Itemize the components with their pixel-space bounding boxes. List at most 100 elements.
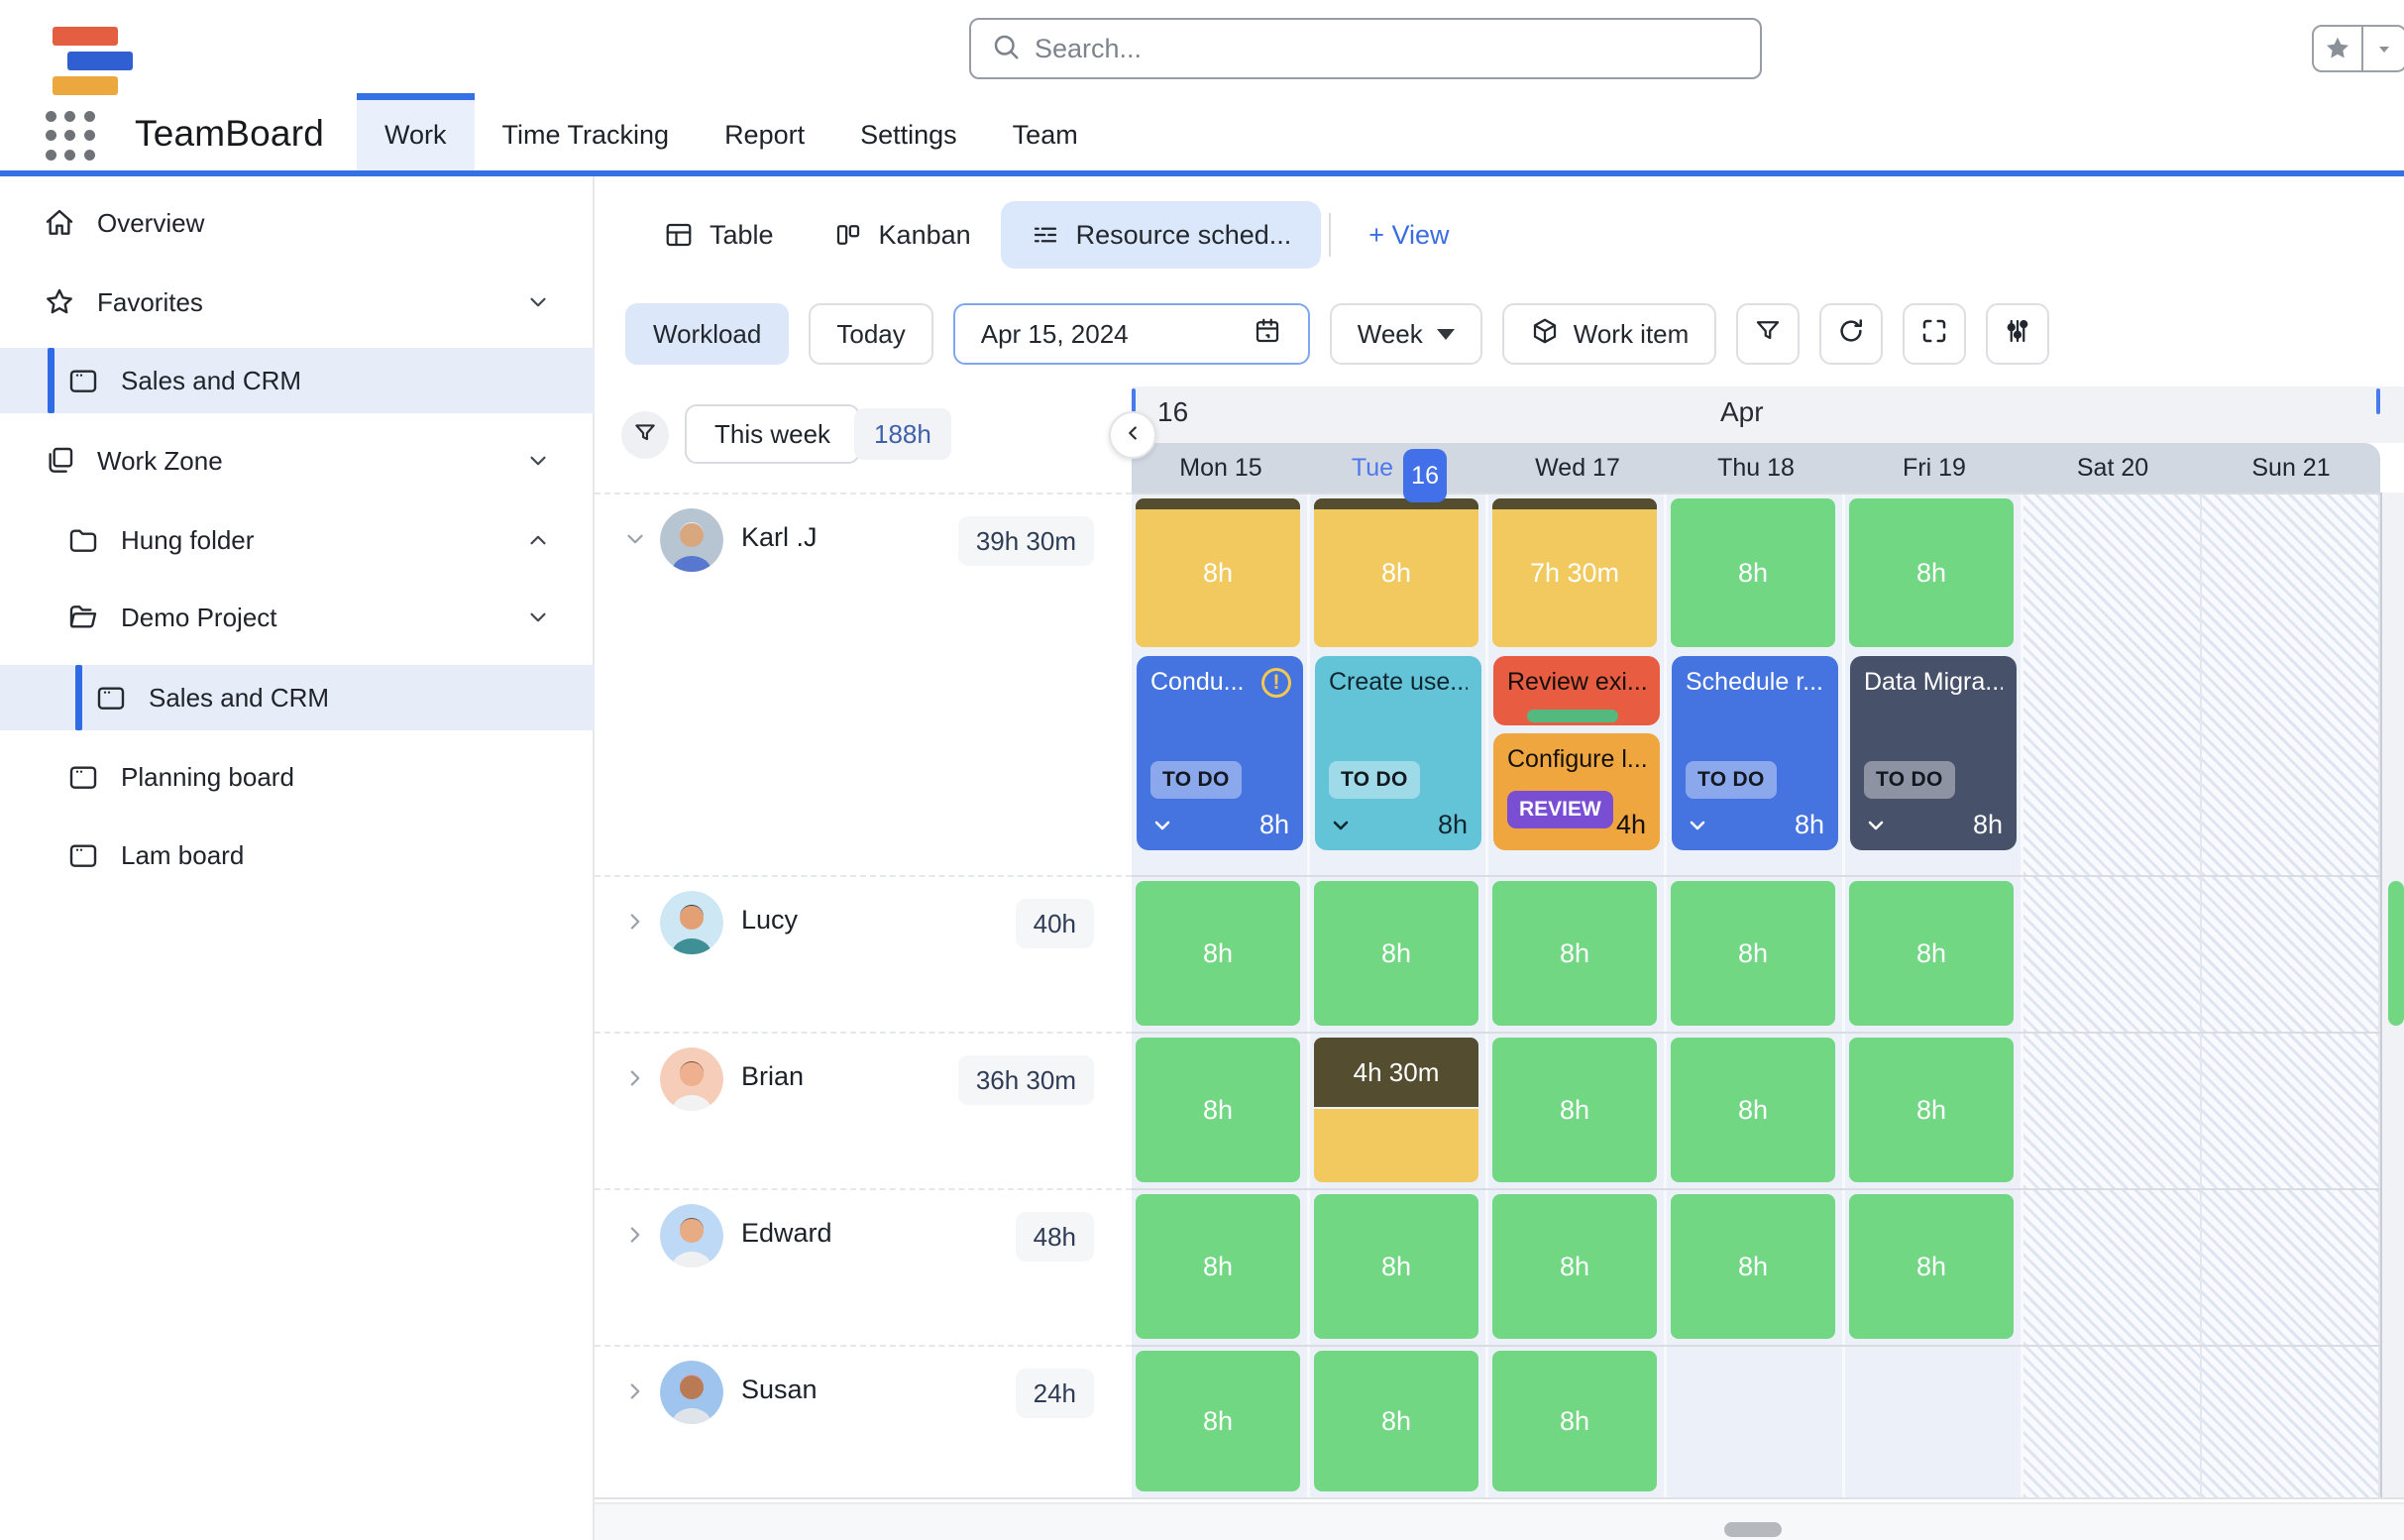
- workload-bar[interactable]: 8h: [1671, 1038, 1835, 1182]
- sidebar-item-sales-and-crm[interactable]: Sales and CRM: [0, 348, 595, 413]
- workload-bar[interactable]: 8h: [1314, 881, 1478, 1026]
- task-card[interactable]: Condu...!TO DO8h: [1137, 656, 1303, 850]
- sidebar-item-planning-board[interactable]: Planning board: [0, 748, 595, 806]
- panel-filter-button[interactable]: [621, 411, 669, 459]
- day-cell-4[interactable]: 8h: [1845, 1034, 2023, 1188]
- resource-info[interactable]: Brian36h 30m: [595, 1032, 1132, 1188]
- workload-bar[interactable]: 8h: [1136, 1038, 1300, 1182]
- this-week-filter[interactable]: This week: [685, 404, 860, 464]
- resource-info[interactable]: Edward48h: [595, 1188, 1132, 1345]
- workload-bar[interactable]: 8h: [1849, 1038, 2014, 1182]
- filter-button[interactable]: [1736, 303, 1800, 365]
- day-cell-5[interactable]: [2023, 1034, 2202, 1188]
- chevron-down-icon[interactable]: [1686, 814, 1709, 837]
- refresh-button[interactable]: [1819, 303, 1883, 365]
- collapse-panel-button[interactable]: [1109, 411, 1156, 459]
- day-cell-2[interactable]: 8h: [1488, 1034, 1667, 1188]
- chevron-down-icon[interactable]: [525, 448, 551, 474]
- chevron-right-icon[interactable]: [622, 1222, 648, 1253]
- task-card[interactable]: Configure l...REVIEW4h: [1493, 733, 1660, 850]
- work-item-button[interactable]: Work item: [1502, 303, 1717, 365]
- sidebar-item-demo-project[interactable]: Demo Project: [0, 589, 595, 646]
- day-cell-6[interactable]: [2202, 1190, 2380, 1345]
- sidebar-item-hung-folder[interactable]: Hung folder: [0, 511, 595, 569]
- day-header-fri-19[interactable]: Fri 19: [1845, 443, 2023, 493]
- day-cell-1[interactable]: 8h: [1310, 1190, 1488, 1345]
- task-card[interactable]: Data Migra...TO DO8h: [1850, 656, 2017, 850]
- chevron-up-icon[interactable]: [525, 527, 551, 553]
- chevron-right-icon[interactable]: [622, 909, 648, 939]
- sidebar-item-work-zone[interactable]: Work Zone: [0, 432, 595, 490]
- day-header-sun-21[interactable]: Sun 21: [2202, 443, 2380, 493]
- chevron-down-icon[interactable]: [622, 526, 648, 557]
- workload-bar[interactable]: 8h: [1136, 1351, 1300, 1491]
- task-card[interactable]: Create use...TO DO8h: [1315, 656, 1481, 850]
- chevron-right-icon[interactable]: [622, 1065, 648, 1096]
- day-cell-3[interactable]: 8h: [1667, 1190, 1845, 1345]
- day-cell-2[interactable]: 8h: [1488, 1190, 1667, 1345]
- day-cell-3[interactable]: 8hSchedule r...TO DO8h: [1667, 495, 1845, 875]
- resource-info[interactable]: Susan24h: [595, 1345, 1132, 1497]
- day-cell-5[interactable]: [2023, 1347, 2202, 1497]
- view-tab-kanban[interactable]: Kanban: [804, 201, 1001, 269]
- day-cell-0[interactable]: 8h: [1132, 1034, 1310, 1188]
- view-tab-resource-sched-[interactable]: Resource sched...: [1001, 201, 1322, 269]
- workload-bar[interactable]: 8h: [1849, 498, 2014, 647]
- workload-bar[interactable]: 8h: [1136, 1194, 1300, 1339]
- nav-tab-time-tracking[interactable]: Time Tracking: [475, 99, 698, 170]
- day-cell-4[interactable]: 8hData Migra...TO DO8h: [1845, 495, 2023, 875]
- day-cell-0[interactable]: 8h: [1132, 1190, 1310, 1345]
- star-icon[interactable]: [2314, 27, 2361, 70]
- sidebar-item-favorites[interactable]: Favorites: [0, 274, 595, 331]
- chevron-down-icon[interactable]: [525, 605, 551, 630]
- day-cell-0[interactable]: 8hCondu...!TO DO8h: [1132, 495, 1310, 875]
- today-button[interactable]: Today: [809, 303, 932, 365]
- day-cell-5[interactable]: [2023, 1190, 2202, 1345]
- chevron-down-icon[interactable]: [525, 289, 551, 315]
- chevron-down-icon[interactable]: [2361, 27, 2404, 70]
- workload-bar[interactable]: 8h: [1671, 498, 1835, 647]
- workload-bar[interactable]: 8h: [1849, 1194, 2014, 1339]
- day-cell-1[interactable]: 8hCreate use...TO DO8h: [1310, 495, 1488, 875]
- nav-tab-report[interactable]: Report: [697, 99, 832, 170]
- sidebar-item-overview[interactable]: Overview: [0, 194, 595, 252]
- task-card[interactable]: Review exi...: [1493, 656, 1660, 725]
- next-week-bar-peek[interactable]: [2388, 881, 2404, 1026]
- workload-bar[interactable]: 8h: [1671, 881, 1835, 1026]
- day-cell-1[interactable]: 8h: [1310, 877, 1488, 1032]
- day-header-mon-15[interactable]: Mon 15: [1132, 443, 1310, 493]
- view-tab-table[interactable]: Table: [634, 201, 804, 269]
- workload-bar[interactable]: 8h: [1849, 881, 2014, 1026]
- day-cell-6[interactable]: [2202, 1034, 2380, 1188]
- day-header-sat-20[interactable]: Sat 20: [2023, 443, 2202, 493]
- chevron-down-icon[interactable]: [1329, 814, 1353, 837]
- workload-button[interactable]: Workload: [625, 303, 789, 365]
- workload-bar[interactable]: 8h: [1671, 1194, 1835, 1339]
- resource-info[interactable]: Lucy40h: [595, 875, 1132, 1032]
- workload-bar[interactable]: 8h: [1492, 1194, 1657, 1339]
- day-cell-6[interactable]: [2202, 1347, 2380, 1497]
- workload-bar[interactable]: 8h: [1314, 1194, 1478, 1339]
- workload-bar[interactable]: 8h: [1492, 881, 1657, 1026]
- day-cell-5[interactable]: [2023, 877, 2202, 1032]
- day-cell-3[interactable]: 8h: [1667, 877, 1845, 1032]
- workload-bar[interactable]: 7h 30m: [1492, 498, 1657, 647]
- scrollbar-thumb[interactable]: [1724, 1522, 1782, 1537]
- day-cell-4[interactable]: 8h: [1845, 1190, 2023, 1345]
- workload-bar[interactable]: 8h: [1492, 1038, 1657, 1182]
- chevron-down-icon[interactable]: [1150, 814, 1174, 837]
- day-cell-2[interactable]: 8h: [1488, 877, 1667, 1032]
- day-cell-1[interactable]: 8h: [1310, 1347, 1488, 1497]
- workload-bar[interactable]: 8h: [1136, 498, 1300, 647]
- date-picker[interactable]: Apr 15, 2024: [953, 303, 1310, 365]
- workload-bar[interactable]: 8h: [1492, 1351, 1657, 1491]
- nav-tab-team[interactable]: Team: [985, 99, 1106, 170]
- day-cell-1[interactable]: 4h 30m: [1310, 1034, 1488, 1188]
- day-cell-0[interactable]: 8h: [1132, 877, 1310, 1032]
- day-cell-6[interactable]: [2202, 877, 2380, 1032]
- day-cell-2[interactable]: 7h 30m Review exi... Configure l...REVIEW4…: [1488, 495, 1667, 875]
- search-input[interactable]: Search...: [969, 18, 1762, 79]
- resource-info[interactable]: Karl .J39h 30m: [595, 493, 1132, 875]
- chevron-down-icon[interactable]: [1864, 814, 1888, 837]
- day-cell-2[interactable]: 8h: [1488, 1347, 1667, 1497]
